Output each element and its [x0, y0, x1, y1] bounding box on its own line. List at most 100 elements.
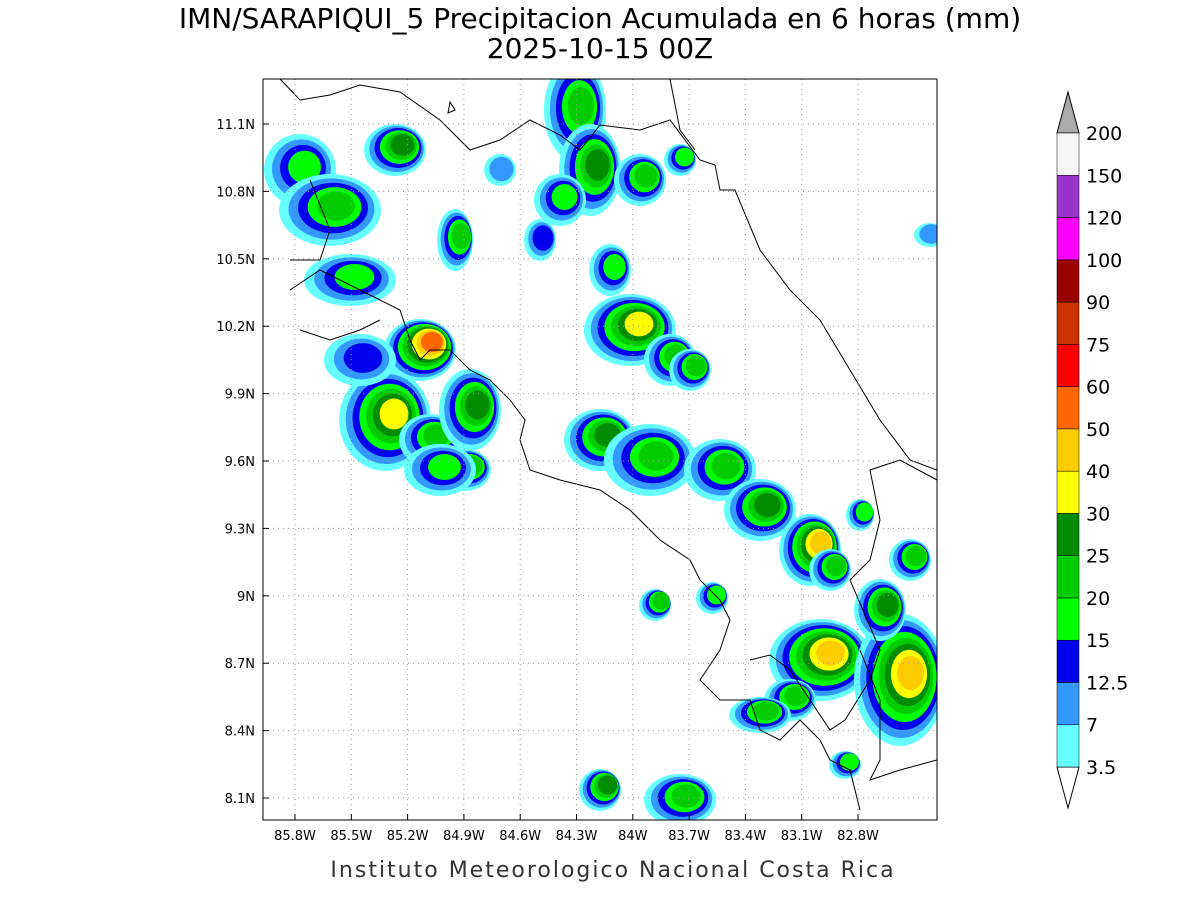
precip-contour [855, 502, 874, 522]
colorbar-label: 90 [1086, 292, 1110, 314]
y-tick-label: 8.7N [225, 657, 255, 672]
colorbar-label: 30 [1086, 503, 1110, 525]
colorbar: 3.5 7 12.5 15 20 25 30 40 50 60 75 90 100 120 150 200 [1056, 90, 1128, 810]
colorbar-under [1056, 766, 1080, 810]
x-tick-label: 85.2W [387, 829, 429, 844]
footer: Instituto Meteorologico Nacional Costa R… [330, 858, 895, 883]
precip-contour [754, 492, 781, 518]
precip-contour [624, 311, 654, 337]
colorbar-swatch [1056, 682, 1080, 725]
precip-contour [532, 225, 554, 251]
precip-contour [675, 147, 694, 167]
colorbar-swatch [1056, 344, 1080, 387]
precip-contour [551, 184, 578, 210]
grid [263, 79, 937, 820]
precip-contour [919, 224, 937, 244]
colorbar-swatch [1056, 386, 1080, 430]
precip-contour [707, 585, 726, 605]
precip-contour [379, 398, 409, 430]
x-tick-label: 83.4W [724, 829, 766, 844]
precip-contour [638, 441, 674, 471]
x-tick-label: 84W [618, 829, 648, 844]
colorbar-label: 7 [1086, 715, 1098, 737]
colorbar-label: 60 [1086, 377, 1110, 399]
x-tick-label: 85.5W [330, 829, 372, 844]
precip-contour [317, 191, 355, 221]
precip-contour [840, 753, 859, 771]
y-tick-label: 10.5N [216, 253, 255, 268]
precip-contour [334, 264, 375, 290]
precip-contour [752, 701, 780, 721]
precip-contour [288, 150, 321, 184]
precip-contour [876, 592, 899, 618]
precip-contour [905, 545, 927, 567]
title: IMN/SARAPIQUI_5 Precipitacion Acumulada … [179, 2, 1021, 35]
y-tick-label: 8.1N [225, 792, 255, 807]
precip-contour [711, 452, 741, 480]
colorbar-swatch [1056, 259, 1080, 303]
precip-contour [465, 390, 490, 420]
colorbar-swatch [1056, 217, 1080, 261]
y-tick-label: 9.6N [225, 455, 255, 470]
colorbar-label: 50 [1086, 419, 1110, 441]
precip-contour [816, 640, 845, 666]
x-tick-label: 82.8W [837, 829, 879, 844]
precip-contour [390, 134, 415, 156]
precip-contour [451, 222, 471, 250]
precip-contour [603, 254, 626, 280]
x-tick-label: 84.9W [443, 829, 485, 844]
colorbar-over [1056, 90, 1080, 134]
x-tick-label: 84.3W [556, 829, 598, 844]
y-tick-label: 11.1N [216, 118, 255, 133]
precip-contour [428, 454, 461, 480]
x-tick-label: 85.8W [274, 829, 316, 844]
colorbar-label: 120 [1086, 208, 1122, 230]
colorbar-label: 75 [1086, 334, 1110, 356]
colorbar-swatch [1056, 470, 1080, 514]
precip-contour [634, 164, 658, 188]
y-tick-label: 10.2N [216, 320, 255, 335]
map [263, 79, 937, 820]
colorbar-label: 25 [1086, 546, 1110, 568]
colorbar-swatch [1056, 301, 1080, 345]
colorbar-swatch [1056, 428, 1080, 472]
colorbar-label: 12.5 [1086, 672, 1128, 694]
precip-contour [567, 87, 595, 125]
y-tick-label: 9N [237, 590, 255, 605]
y-tick-label: 10.8N [216, 185, 255, 200]
precip-contour [652, 592, 670, 610]
colorbar-label: 100 [1086, 250, 1122, 272]
y-tick-label: 9.3N [225, 522, 255, 537]
precip-contour [809, 531, 832, 555]
x-tick-label: 83.7W [668, 829, 710, 844]
precip-contour [585, 149, 610, 181]
colorbar-label: 150 [1086, 165, 1122, 187]
colorbar-label: 200 [1086, 123, 1122, 145]
x-tick-label: 84.6W [499, 829, 541, 844]
precip-contour [597, 775, 618, 795]
precip-contour [422, 424, 450, 448]
precip-contour [489, 156, 514, 182]
colorbar-swatch [1056, 724, 1080, 768]
colorbar-label: 3.5 [1086, 757, 1116, 779]
colorbar-swatch [1056, 132, 1080, 176]
colorbar-swatch [1056, 639, 1080, 683]
precip-fields [264, 79, 937, 820]
precip-contour [825, 555, 847, 577]
colorbar-label: 40 [1086, 461, 1110, 483]
colorbar-swatch [1056, 175, 1080, 218]
x-tick-label: 83.1W [781, 829, 823, 844]
map-frame [262, 78, 938, 821]
precip-contour [784, 685, 808, 707]
colorbar-swatch [1056, 555, 1080, 599]
precip-contour [343, 343, 383, 373]
precip-contour [897, 655, 924, 691]
coastlines [279, 79, 937, 811]
colorbar-swatch [1056, 597, 1080, 641]
precip-contour [671, 784, 701, 808]
colorbar-swatch [1056, 513, 1080, 556]
colorbar-label: 15 [1086, 630, 1110, 652]
precip-contour [685, 355, 707, 377]
y-tick-label: 8.4N [225, 725, 255, 740]
